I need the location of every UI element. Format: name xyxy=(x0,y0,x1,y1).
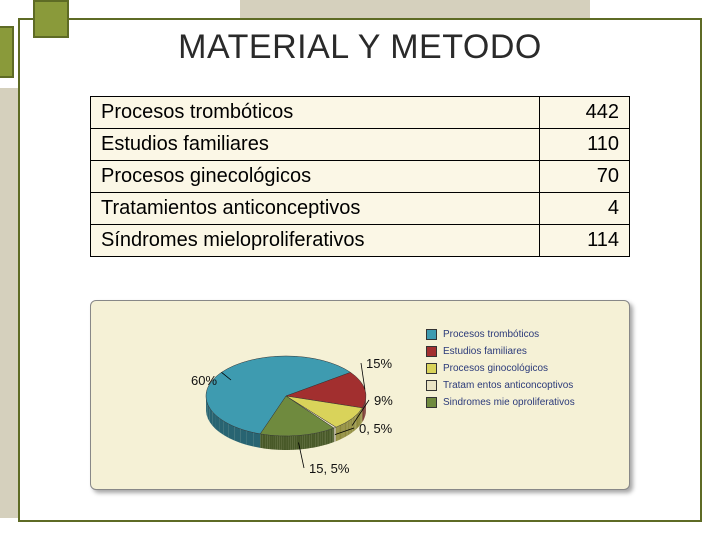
table-cell-label: Tratamientos anticonceptivos xyxy=(91,193,540,225)
legend-label: Sindromes mie oproliferativos xyxy=(443,397,575,408)
data-table-body: Procesos trombóticos442Estudios familiar… xyxy=(91,97,630,257)
legend-item: Procesos trombóticos xyxy=(426,329,626,340)
table-row: Síndromes mieloproliferativos114 xyxy=(91,225,630,257)
table-cell-value: 4 xyxy=(540,193,630,225)
table-row: Procesos ginecológicos70 xyxy=(91,161,630,193)
slide: MATERIAL Y METODO Procesos trombóticos44… xyxy=(0,0,720,540)
table-cell-label: Estudios familiares xyxy=(91,129,540,161)
pie-chart-panel: 60% 15% 9% 0, 5% 15, 5% Procesos trombóticos… xyxy=(90,300,630,490)
legend-swatch xyxy=(426,346,437,357)
table-row: Estudios familiares110 xyxy=(91,129,630,161)
table-cell-value: 110 xyxy=(540,129,630,161)
pie-slice-label: 9% xyxy=(374,393,393,408)
decor-top-beige xyxy=(240,0,590,18)
pie-slice-label: 15% xyxy=(366,356,392,371)
pie-slice-label: 60% xyxy=(191,373,217,388)
pie-slice-label: 15, 5% xyxy=(309,461,349,476)
legend-label: Procesos trombóticos xyxy=(443,329,539,340)
legend-label: Procesos ginocológicos xyxy=(443,363,548,374)
legend-swatch xyxy=(426,329,437,340)
table-row: Tratamientos anticonceptivos4 xyxy=(91,193,630,225)
table-cell-value: 70 xyxy=(540,161,630,193)
data-table: Procesos trombóticos442Estudios familiar… xyxy=(90,96,630,257)
pie-svg xyxy=(91,301,421,491)
legend-swatch xyxy=(426,397,437,408)
table-cell-label: Síndromes mieloproliferativos xyxy=(91,225,540,257)
pie-slice-label: 0, 5% xyxy=(359,421,392,436)
page-title: MATERIAL Y METODO xyxy=(0,28,720,67)
legend-swatch xyxy=(426,380,437,391)
table-cell-label: Procesos ginecológicos xyxy=(91,161,540,193)
legend-swatch xyxy=(426,363,437,374)
legend-item: Tratam entos anticoncoptivos xyxy=(426,380,626,391)
table-cell-label: Procesos trombóticos xyxy=(91,97,540,129)
legend-item: Procesos ginocológicos xyxy=(426,363,626,374)
decor-left-beige xyxy=(0,88,18,518)
legend-label: Tratam entos anticoncoptivos xyxy=(443,380,573,391)
table-cell-value: 114 xyxy=(540,225,630,257)
legend-item: Sindromes mie oproliferativos xyxy=(426,397,626,408)
chart-legend: Procesos trombóticos Estudios familiares P… xyxy=(426,329,626,414)
table-cell-value: 442 xyxy=(540,97,630,129)
legend-item: Estudios familiares xyxy=(426,346,626,357)
pie-chart: 60% 15% 9% 0, 5% 15, 5% xyxy=(91,301,421,491)
legend-label: Estudios familiares xyxy=(443,346,527,357)
table-row: Procesos trombóticos442 xyxy=(91,97,630,129)
